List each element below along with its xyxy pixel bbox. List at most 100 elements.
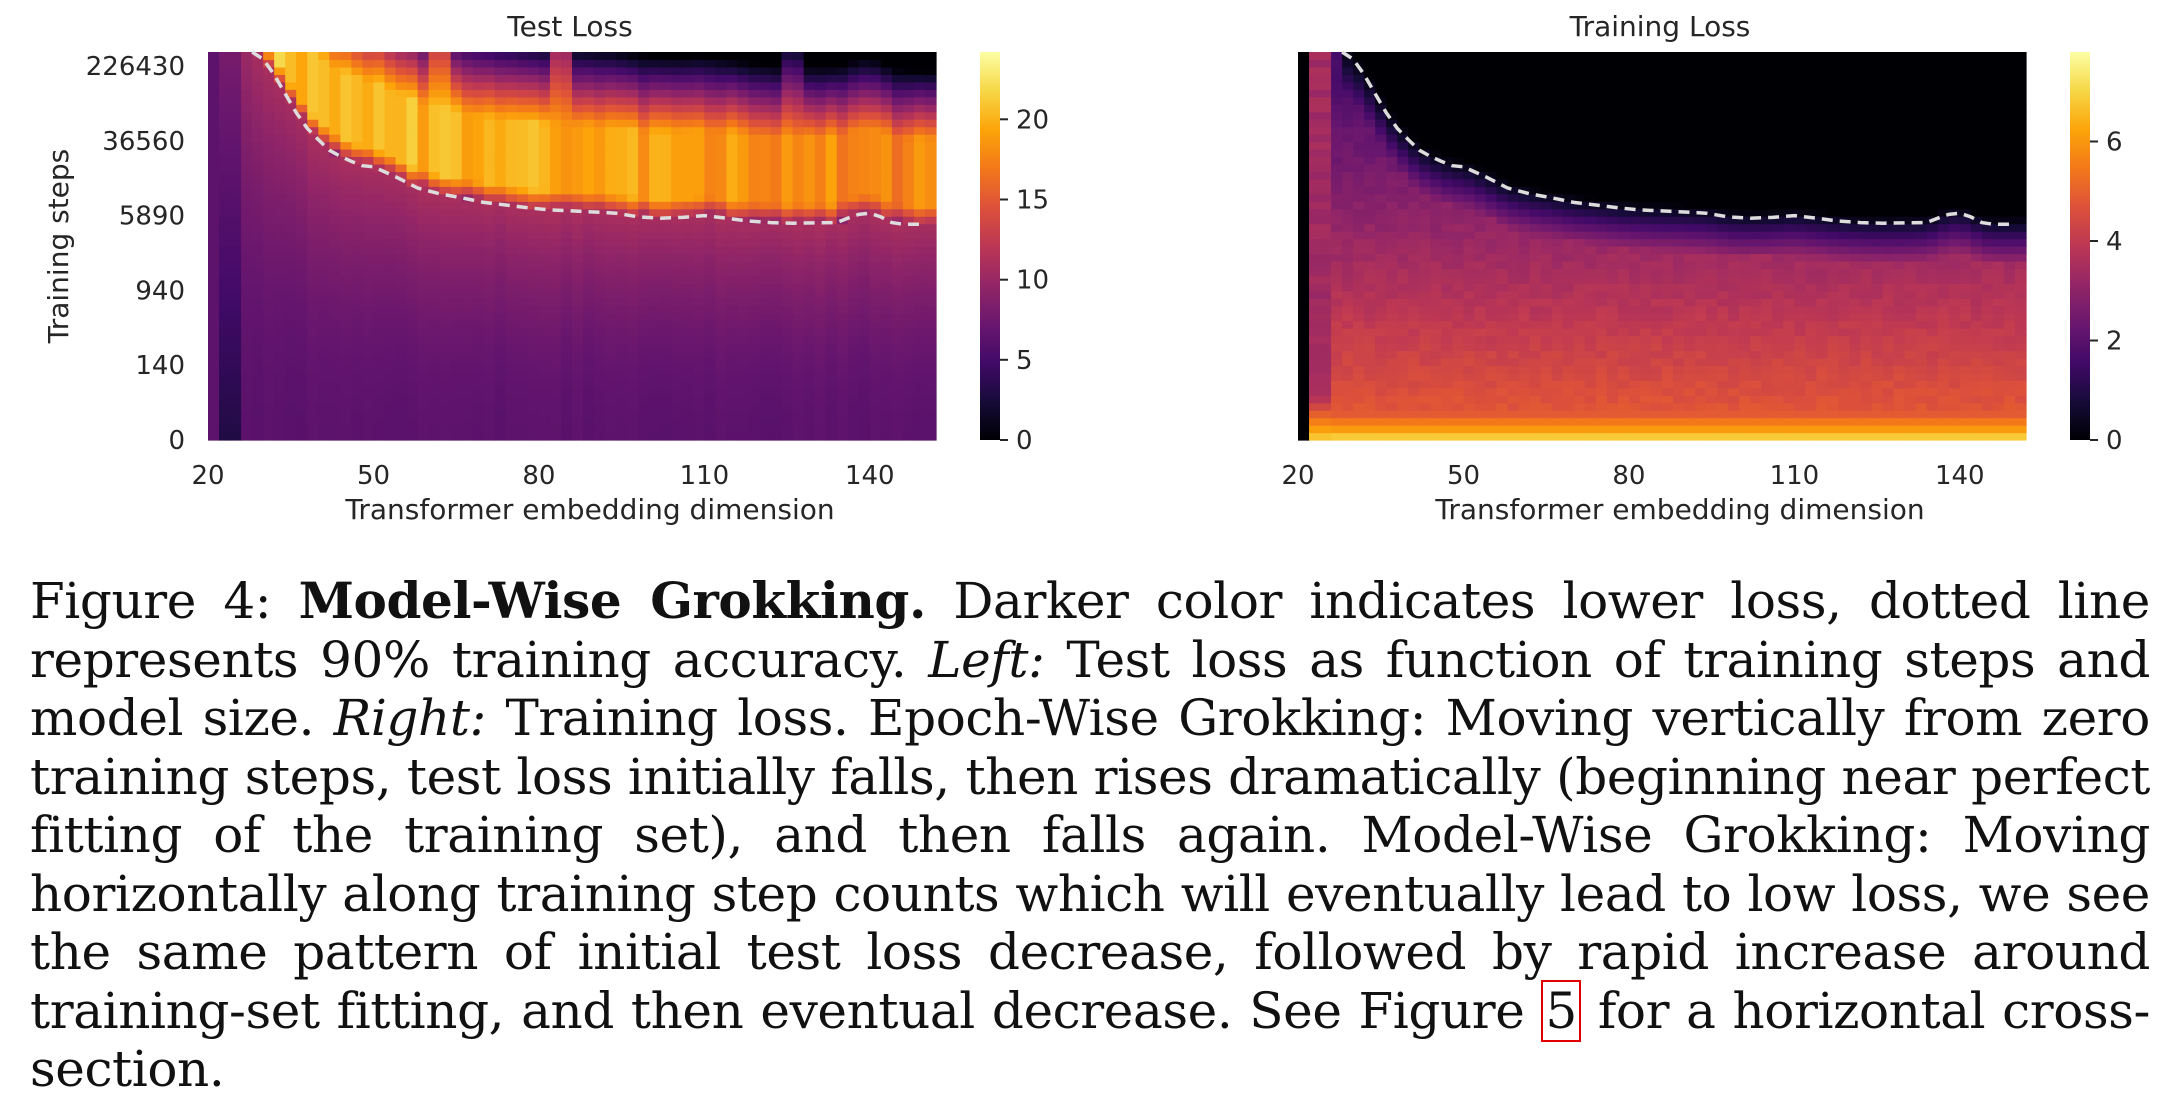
test-loss-cell — [373, 179, 385, 187]
training-loss-cell — [1530, 410, 1542, 418]
training-loss-cell — [1585, 194, 1597, 202]
training-loss-cell — [1397, 82, 1409, 90]
training-loss-cell — [1596, 343, 1608, 351]
test-loss-cell — [351, 89, 363, 97]
test-loss-cell — [616, 224, 628, 232]
test-loss-cell — [362, 134, 374, 142]
test-loss-cell — [263, 171, 275, 179]
test-loss-cell — [737, 239, 749, 247]
training-loss-cell — [1397, 321, 1409, 329]
training-loss-cell — [1497, 365, 1509, 373]
test-loss-cell — [793, 112, 805, 120]
training-loss-cell — [1375, 358, 1387, 366]
test-loss-cell — [407, 343, 419, 351]
training-loss-cell — [1607, 171, 1619, 179]
test-loss-cell — [429, 231, 441, 239]
test-loss-cell — [682, 142, 694, 150]
training-loss-cell — [1441, 171, 1453, 179]
test-loss-cell — [771, 127, 783, 135]
training-loss-cell — [1331, 336, 1343, 344]
test-loss-cell — [517, 231, 529, 239]
test-loss-cell — [219, 380, 231, 388]
training-loss-cell — [1474, 328, 1486, 336]
test-loss-cell — [892, 246, 904, 254]
training-loss-cell — [1596, 149, 1608, 157]
test-loss-cell — [848, 127, 860, 135]
training-loss-cell — [1585, 261, 1597, 269]
test-loss-cell — [528, 388, 540, 396]
test-loss-cell — [219, 425, 231, 433]
test-loss-cell — [837, 283, 849, 291]
test-loss-cell — [914, 127, 926, 135]
test-loss-cell — [870, 358, 882, 366]
test-loss-cell — [715, 373, 727, 381]
test-loss-cell — [715, 67, 727, 75]
test-loss-cell — [506, 127, 518, 135]
test-loss-cell — [484, 298, 496, 306]
test-loss-cell — [484, 350, 496, 358]
test-loss-cell — [230, 380, 242, 388]
training-loss-cell — [1497, 328, 1509, 336]
test-loss-cell — [660, 365, 672, 373]
test-loss-cell — [660, 82, 672, 90]
test-loss-cell — [329, 291, 341, 299]
training-loss-cell — [1419, 425, 1431, 433]
test-loss-cell — [252, 425, 264, 433]
test-loss-cell — [748, 283, 760, 291]
test-loss-cell — [373, 186, 385, 194]
training-loss-cell — [1508, 283, 1520, 291]
training-loss-cell — [1563, 388, 1575, 396]
test-loss-cell — [693, 119, 705, 127]
test-loss-cell — [373, 433, 385, 441]
test-loss-cell — [605, 336, 617, 344]
test-loss-cell — [484, 119, 496, 127]
training-loss-cell — [1342, 283, 1354, 291]
test-loss-cell — [671, 67, 683, 75]
test-loss-cell — [649, 268, 661, 276]
training-loss-cell — [1353, 149, 1365, 157]
training-loss-cell — [1320, 328, 1332, 336]
training-loss-cell — [1530, 52, 1542, 60]
test-loss-cell — [627, 112, 639, 120]
test-loss-cell — [925, 336, 937, 344]
test-loss-cell — [373, 231, 385, 239]
test-loss-cell — [748, 358, 760, 366]
training-loss-cell — [1320, 253, 1332, 261]
test-loss-cell — [892, 388, 904, 396]
test-loss-cell — [594, 59, 606, 67]
test-loss-cell — [704, 395, 716, 403]
test-loss-cell — [583, 261, 595, 269]
test-loss-cell — [396, 261, 408, 269]
test-loss-cell — [252, 313, 264, 321]
test-loss-cell — [241, 201, 253, 209]
test-loss-cell — [682, 365, 694, 373]
training-loss-cell — [1441, 112, 1453, 120]
test-loss-cell — [594, 253, 606, 261]
training-loss-cell — [1596, 373, 1608, 381]
test-loss-cell — [296, 171, 308, 179]
test-loss-cell — [804, 156, 816, 164]
training-loss-cell — [1386, 410, 1398, 418]
test-loss-cell — [484, 142, 496, 150]
test-loss-cell — [517, 388, 529, 396]
test-loss-cell — [329, 268, 341, 276]
training-loss-cell — [1430, 253, 1442, 261]
test-loss-cell — [903, 119, 915, 127]
test-loss-cell — [495, 418, 507, 426]
test-loss-cell — [252, 201, 264, 209]
test-loss-cell — [318, 149, 330, 157]
test-loss-cell — [649, 231, 661, 239]
training-loss-cell — [1585, 350, 1597, 358]
training-loss-cell — [1508, 149, 1520, 157]
test-loss-cell — [748, 112, 760, 120]
test-loss-cell — [373, 89, 385, 97]
test-loss-cell — [671, 253, 683, 261]
training-loss-cell — [1320, 350, 1332, 358]
test-loss-cell — [704, 253, 716, 261]
test-loss-cell — [296, 209, 308, 217]
test-loss-cell — [285, 52, 297, 60]
test-loss-cell — [594, 313, 606, 321]
training-loss-cell — [1386, 156, 1398, 164]
test-loss-cell — [848, 156, 860, 164]
test-loss-cell — [804, 425, 816, 433]
